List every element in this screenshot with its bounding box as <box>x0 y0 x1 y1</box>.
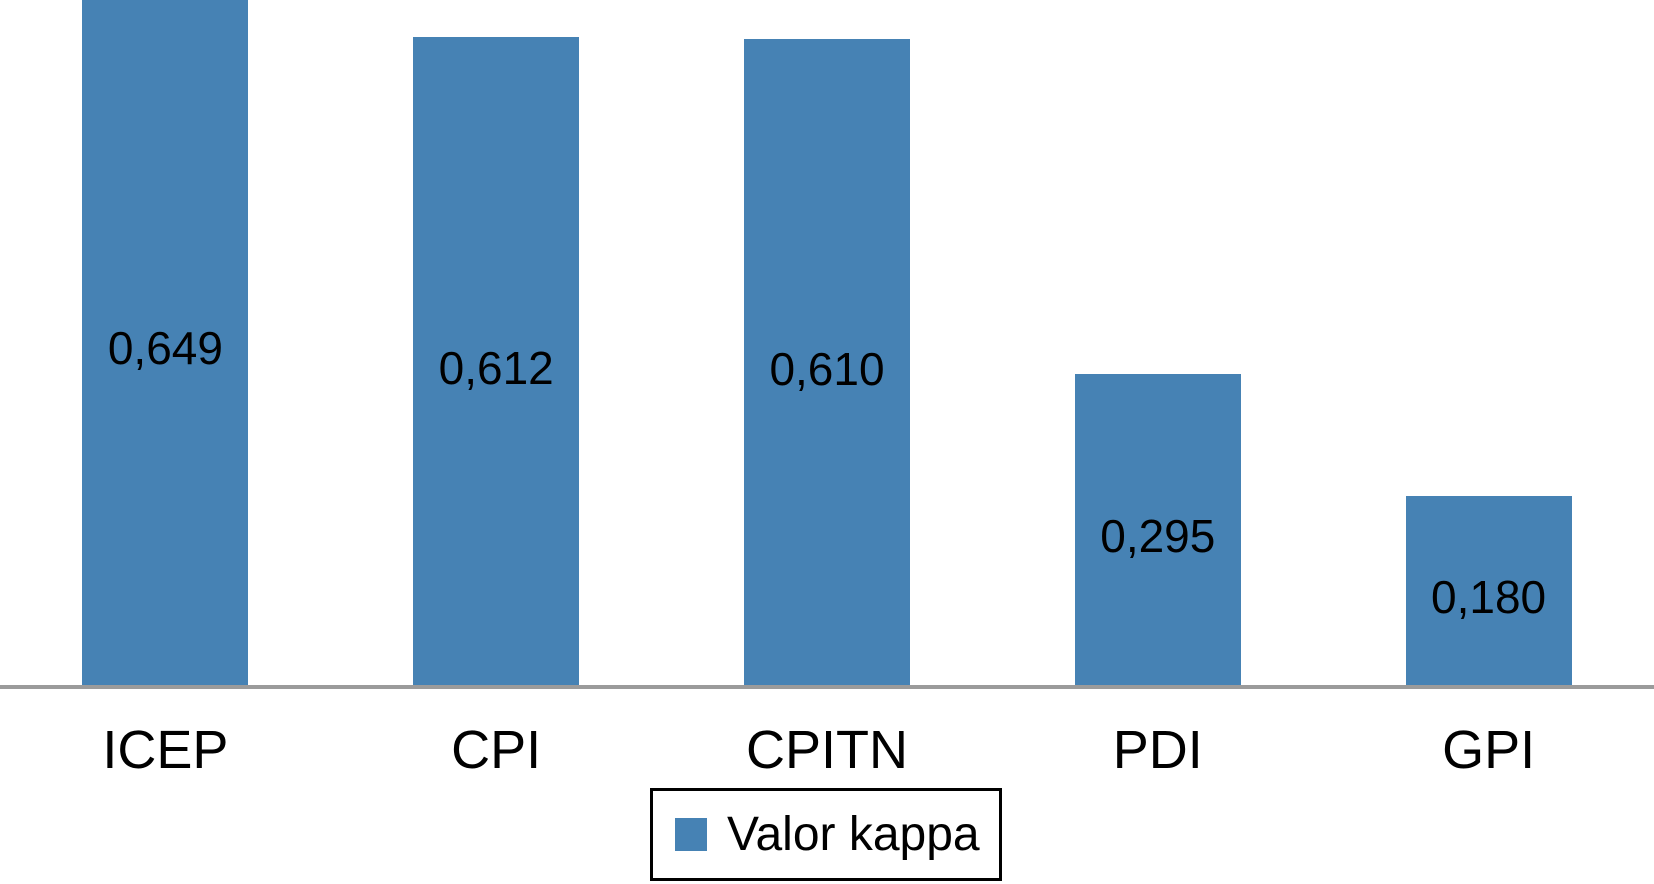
category-label-cpi: CPI <box>451 720 542 780</box>
legend-swatch-icon <box>675 818 707 851</box>
category-label-pdi: PDI <box>1112 720 1203 780</box>
category-label-gpi: GPI <box>1442 720 1536 780</box>
legend: Valor kappa <box>650 788 1002 881</box>
value-label-cpi: 0,612 <box>438 342 554 395</box>
bar-cpitn <box>744 39 910 687</box>
bar-pdi <box>1074 373 1241 687</box>
bar-icep <box>82 0 249 687</box>
value-label-gpi: 0,180 <box>1431 571 1547 624</box>
bar-gpi <box>1405 495 1572 687</box>
value-label-icep: 0,649 <box>107 322 223 375</box>
value-label-pdi: 0,295 <box>1100 510 1216 563</box>
x-axis-line <box>0 685 1654 689</box>
category-label-icep: ICEP <box>102 720 229 780</box>
category-label-cpitn: CPITN <box>746 720 908 780</box>
legend-label: Valor kappa <box>727 807 980 861</box>
value-label-cpitn: 0,610 <box>769 343 885 396</box>
bar-cpi <box>413 37 580 687</box>
plot-area: 0,649 0,612 0,610 0,295 0,180 <box>82 0 1572 687</box>
